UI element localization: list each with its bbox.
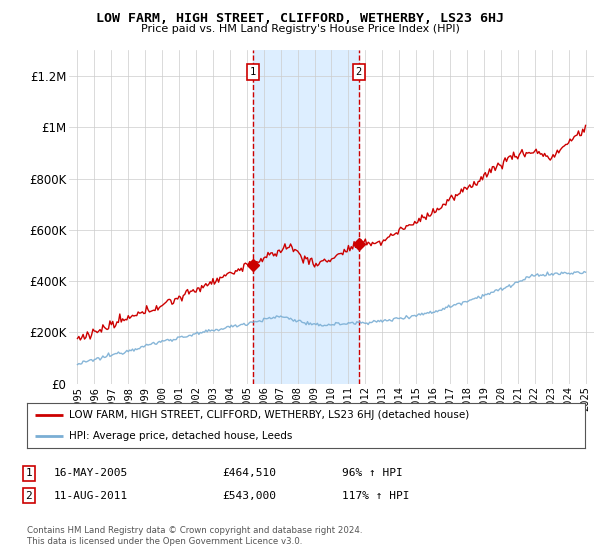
Bar <box>253 50 359 384</box>
Text: 96% ↑ HPI: 96% ↑ HPI <box>342 468 403 478</box>
Text: 1: 1 <box>25 468 32 478</box>
Text: £543,000: £543,000 <box>222 491 276 501</box>
Text: HPI: Average price, detached house, Leeds: HPI: Average price, detached house, Leed… <box>69 431 292 441</box>
Bar <box>584 50 594 384</box>
Text: 117% ↑ HPI: 117% ↑ HPI <box>342 491 409 501</box>
Text: 11-AUG-2011: 11-AUG-2011 <box>54 491 128 501</box>
Text: 2: 2 <box>356 67 362 77</box>
Text: £464,510: £464,510 <box>222 468 276 478</box>
Text: Price paid vs. HM Land Registry's House Price Index (HPI): Price paid vs. HM Land Registry's House … <box>140 24 460 34</box>
Text: LOW FARM, HIGH STREET, CLIFFORD, WETHERBY, LS23 6HJ (detached house): LOW FARM, HIGH STREET, CLIFFORD, WETHERB… <box>69 410 469 421</box>
Text: 1: 1 <box>250 67 256 77</box>
Text: LOW FARM, HIGH STREET, CLIFFORD, WETHERBY, LS23 6HJ: LOW FARM, HIGH STREET, CLIFFORD, WETHERB… <box>96 12 504 25</box>
Text: 2: 2 <box>25 491 32 501</box>
Text: 16-MAY-2005: 16-MAY-2005 <box>54 468 128 478</box>
Text: Contains HM Land Registry data © Crown copyright and database right 2024.
This d: Contains HM Land Registry data © Crown c… <box>27 526 362 546</box>
